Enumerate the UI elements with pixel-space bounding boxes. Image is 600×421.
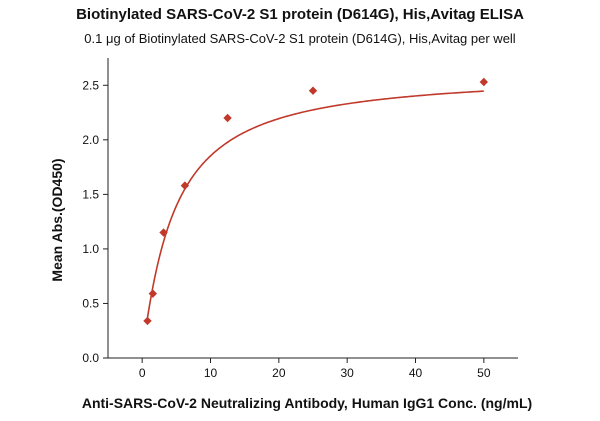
data-point xyxy=(479,77,489,87)
fit-curve xyxy=(146,90,484,318)
chart-subtitle: 0.1 μg of Biotinylated SARS-CoV-2 S1 pro… xyxy=(84,31,516,46)
y-tick-label: 1.5 xyxy=(82,187,99,201)
data-points xyxy=(143,77,489,326)
data-point xyxy=(180,181,190,190)
x-tick-label: 20 xyxy=(272,366,286,380)
x-tick-label: 0 xyxy=(139,366,146,380)
y-axis-label: Mean Abs.(OD450) xyxy=(49,158,65,281)
y-tick-label: 2.5 xyxy=(82,78,99,92)
y-tick-label: 1.0 xyxy=(82,242,99,256)
y-tick-label: 0.5 xyxy=(82,296,99,310)
data-point xyxy=(308,86,318,95)
x-tick-label: 50 xyxy=(477,366,491,380)
y-tick-label: 0.0 xyxy=(82,351,99,365)
chart-title: Biotinylated SARS-CoV-2 S1 protein (D614… xyxy=(76,6,524,23)
x-tick-label: 40 xyxy=(409,366,423,380)
y-tick-label: 2.0 xyxy=(82,133,99,147)
data-point xyxy=(143,316,152,326)
data-point xyxy=(223,113,232,123)
x-tick-label: 10 xyxy=(204,366,218,380)
axes: 0.0 0.5 1.0 1.5 2.0 2.5 0 10 20 30 40 50 xyxy=(82,58,518,380)
x-axis-label: Anti-SARS-CoV-2 Neutralizing Antibody, H… xyxy=(82,395,532,411)
data-point xyxy=(159,228,168,237)
x-tick-label: 30 xyxy=(340,366,354,380)
data-point xyxy=(148,289,158,298)
